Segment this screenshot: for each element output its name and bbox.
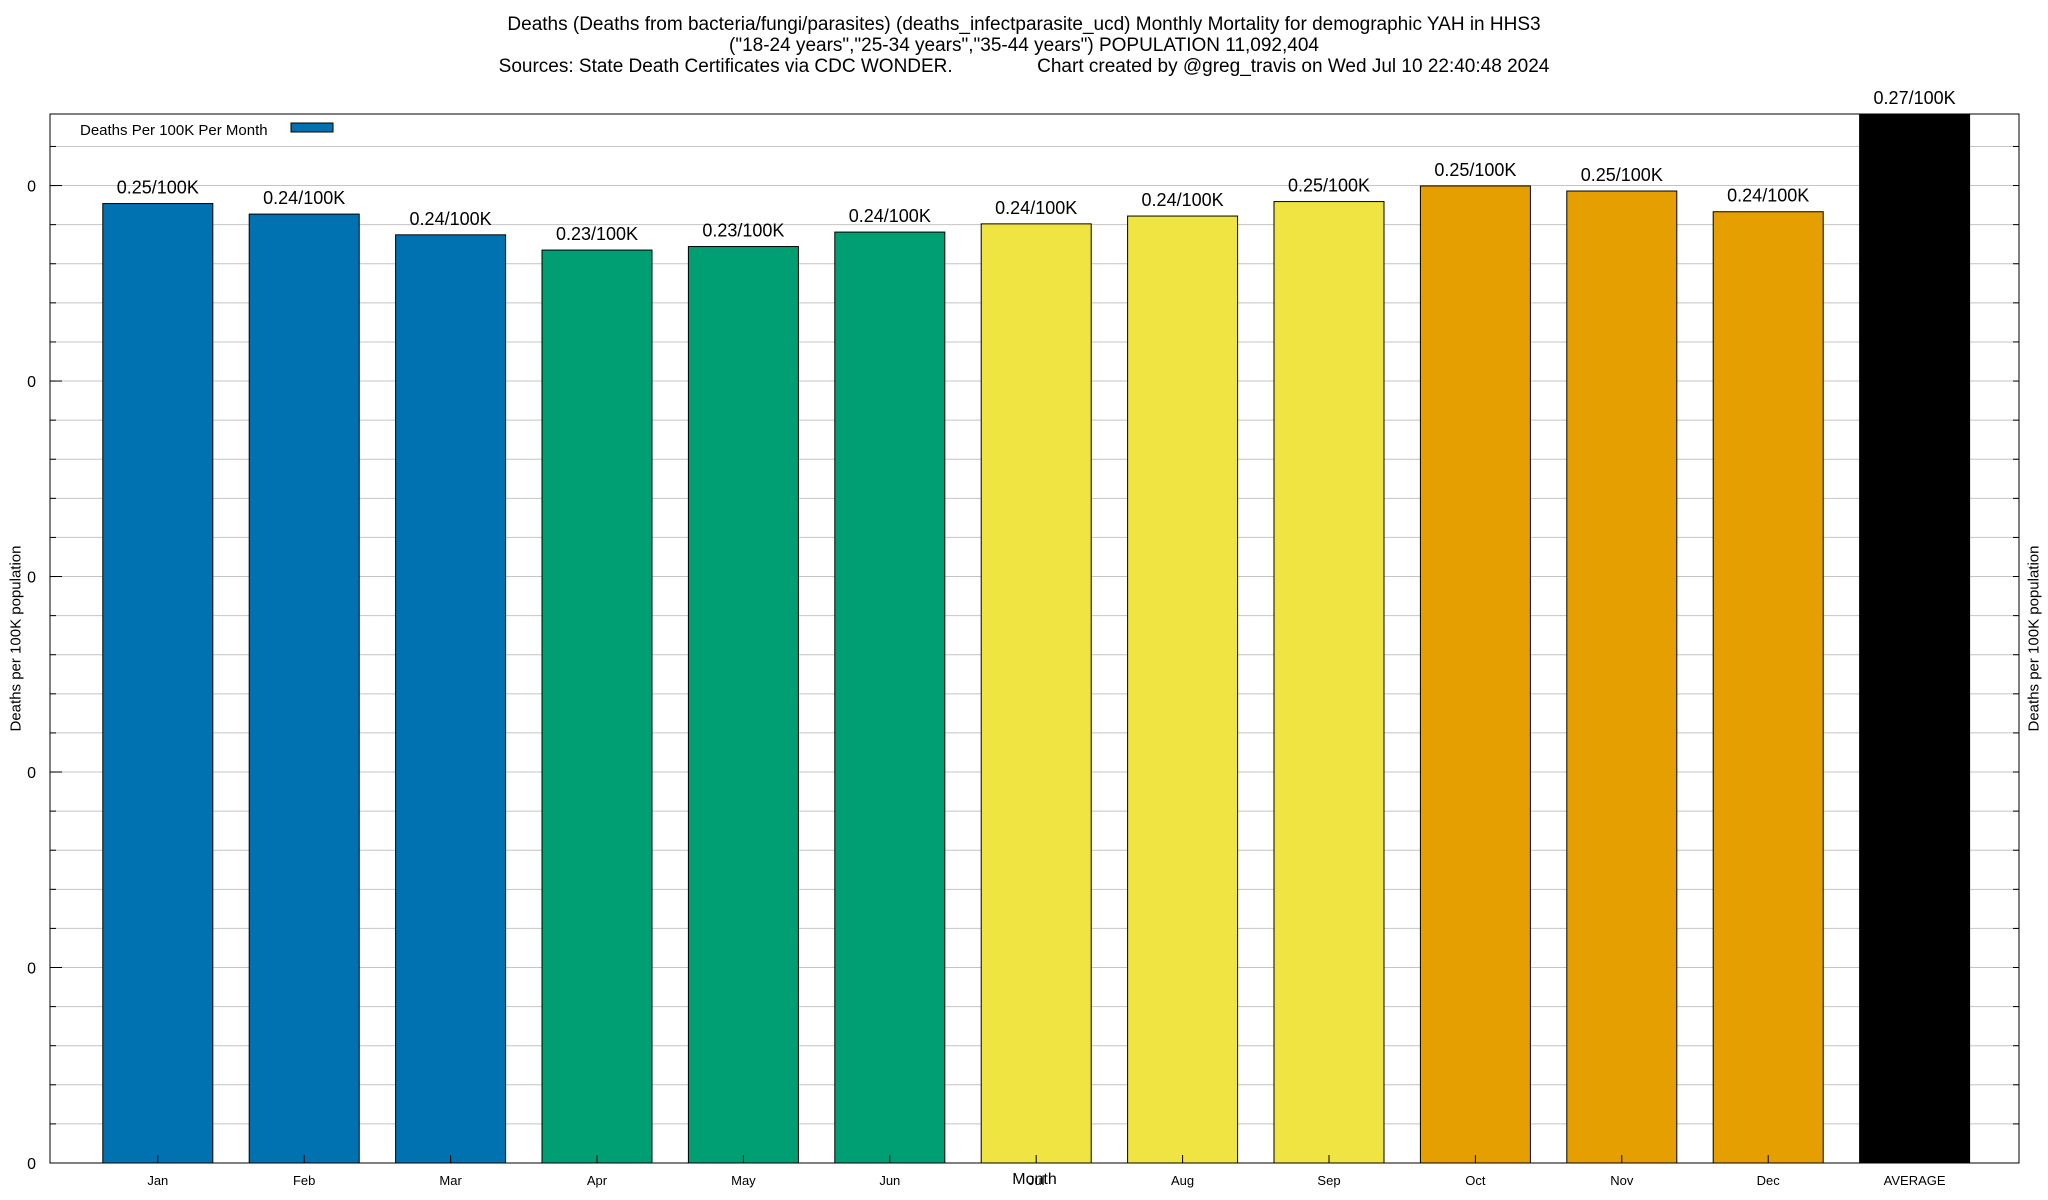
bar-dec bbox=[1712, 211, 1824, 1164]
bar-feb bbox=[248, 213, 360, 1164]
chart-title-line-3: Sources: State Death Certificates via CD… bbox=[498, 56, 1550, 77]
x-tick-label: May bbox=[731, 1173, 756, 1188]
x-tick-label: Feb bbox=[293, 1173, 315, 1188]
x-tick-label: Jan bbox=[147, 1173, 168, 1188]
bar-sep bbox=[1273, 201, 1385, 1164]
x-tick-label: Jun bbox=[879, 1173, 900, 1188]
data-label: 0.24/100K bbox=[849, 206, 931, 226]
x-tick-label: Nov bbox=[1610, 1173, 1634, 1188]
data-label: 0.25/100K bbox=[1581, 165, 1663, 185]
x-tick-label: Apr bbox=[587, 1173, 608, 1188]
chart-title-line-1: Deaths (Deaths from bacteria/fungi/paras… bbox=[507, 14, 1541, 35]
y-tick-label: 0 bbox=[27, 374, 36, 391]
x-tick-label: AVERAGE bbox=[1884, 1173, 1946, 1188]
y-tick-label: 0 bbox=[27, 570, 36, 587]
bar-jun bbox=[834, 231, 946, 1164]
x-tick-label: Jul bbox=[1028, 1173, 1045, 1188]
data-label: 0.24/100K bbox=[263, 188, 345, 208]
data-label: 0.23/100K bbox=[556, 224, 638, 244]
bar-apr bbox=[541, 249, 653, 1164]
y-tick-label: 0 bbox=[27, 1156, 36, 1173]
data-label: 0.24/100K bbox=[995, 198, 1077, 218]
bar-average bbox=[1859, 113, 1971, 1164]
data-label: 0.23/100K bbox=[702, 221, 784, 241]
x-axis-label: Month bbox=[1012, 1171, 1056, 1188]
bar-oct bbox=[1419, 185, 1531, 1164]
y-tick-label: 0 bbox=[27, 961, 36, 978]
x-tick-label: Dec bbox=[1757, 1173, 1781, 1188]
x-tick-label: Oct bbox=[1465, 1173, 1486, 1188]
data-label: 0.25/100K bbox=[117, 178, 199, 198]
x-tick-label: Mar bbox=[439, 1173, 462, 1188]
x-tick-label: Aug bbox=[1171, 1173, 1194, 1188]
bar-may bbox=[687, 246, 799, 1164]
data-label: 0.24/100K bbox=[1142, 190, 1224, 210]
y-tick-label: 0 bbox=[27, 179, 36, 196]
data-label: 0.27/100K bbox=[1874, 88, 1956, 108]
data-label: 0.25/100K bbox=[1434, 160, 1516, 180]
bar-jul bbox=[980, 223, 1092, 1164]
data-label: 0.24/100K bbox=[1727, 186, 1809, 206]
chart-title-line-2: ("18-24 years","25-34 years","35-44 year… bbox=[729, 35, 1319, 56]
bar-mar bbox=[395, 234, 507, 1164]
legend-label: Deaths Per 100K Per Month bbox=[80, 122, 268, 139]
bar-jan bbox=[102, 203, 214, 1164]
legend-swatch bbox=[290, 122, 334, 133]
plot-frame bbox=[49, 113, 2020, 1164]
data-label: 0.24/100K bbox=[410, 209, 492, 229]
y-tick-label: 0 bbox=[27, 765, 36, 782]
bar-nov bbox=[1566, 190, 1678, 1164]
data-label: 0.25/100K bbox=[1288, 176, 1370, 196]
x-tick-label: Sep bbox=[1317, 1173, 1340, 1188]
bar-aug bbox=[1127, 215, 1239, 1164]
